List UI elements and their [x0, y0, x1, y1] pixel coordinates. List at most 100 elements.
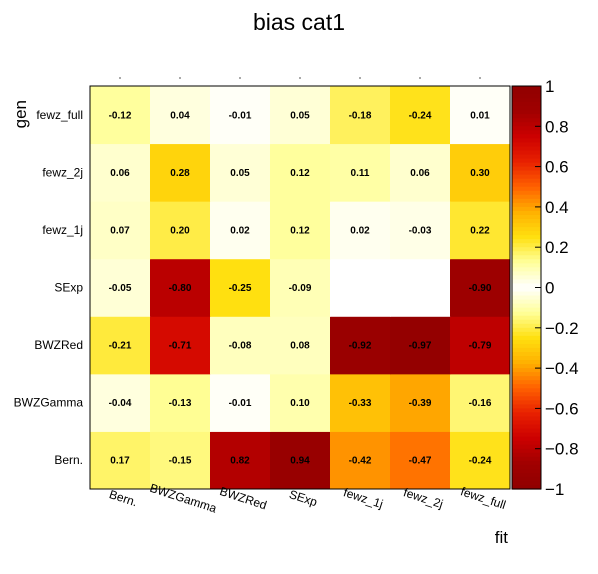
heatmap-cell: [90, 143, 151, 202]
colorbar-band: [512, 210, 541, 216]
cell-value-label: -0.03: [409, 225, 432, 236]
colorbar-band: [512, 150, 541, 156]
colorbar-tick-label: −0.6: [545, 399, 579, 418]
heatmap-cell: [210, 431, 271, 490]
heatmap-cell: [450, 201, 511, 260]
colorbar-band: [512, 291, 541, 297]
y-axis-tick-labels: Bern. BWZGamma BWZRed SExp fewz_1j fewz_2j few…: [14, 108, 84, 467]
y-tick-label: fewz_2j: [42, 165, 83, 179]
heatmap-cell: [210, 316, 271, 375]
heatmap-cell: [450, 431, 511, 490]
cell-value-label: -0.16: [469, 398, 492, 409]
cell-value-label: 0.17: [110, 456, 130, 467]
heatmap-cell: [150, 86, 211, 145]
colorbar-band: [512, 134, 541, 139]
colorbar-band: [512, 190, 541, 196]
cell-value-label: 0.06: [410, 168, 430, 179]
cell-value-label: -0.18: [349, 110, 372, 121]
cell-value-label: -0.92: [349, 341, 372, 352]
colorbar-band: [512, 198, 541, 204]
colorbar-band: [512, 206, 541, 212]
colorbar-band: [512, 448, 541, 454]
cell-value-label: 0.20: [170, 225, 190, 236]
colorbar-band: [512, 480, 541, 486]
colorbar-band: [512, 271, 541, 277]
cell-value-label: -0.05: [109, 283, 132, 294]
heatmap-cell: [210, 258, 271, 317]
colorbar-band: [512, 384, 541, 389]
heatmap-cell: [150, 373, 211, 432]
colorbar-band: [512, 343, 541, 349]
heatmap-cell: [390, 143, 451, 202]
heatmap-cell: [450, 258, 511, 317]
colorbar-band: [512, 202, 541, 208]
cell-value-label: -0.97: [409, 341, 432, 352]
colorbar-band: [512, 388, 541, 393]
heatmap-cell: [90, 373, 151, 432]
colorbar-band: [512, 255, 541, 260]
y-tick-label: BWZGamma: [14, 396, 84, 410]
colorbar-band: [512, 239, 541, 244]
heatmap-cell: [150, 316, 211, 375]
heatmap-cell: [450, 143, 511, 202]
cell-value-label: 0.12: [290, 168, 310, 179]
colorbar-band: [512, 484, 541, 490]
cell-value-label: -0.25: [229, 283, 252, 294]
heatmap-cell: [390, 431, 451, 490]
colorbar-tick-label: −0.4: [545, 359, 579, 378]
colorbar-band: [512, 146, 541, 152]
heatmap-cell: [270, 86, 331, 145]
colorbar-band: [512, 231, 541, 236]
colorbar-band: [512, 376, 541, 381]
colorbar-band: [512, 307, 541, 313]
colorbar-band: [512, 227, 541, 232]
y-axis-label: gen: [11, 100, 30, 128]
colorbar-band: [512, 315, 541, 321]
heatmap-cell: [90, 201, 151, 260]
colorbar-band: [512, 476, 541, 482]
heatmap-cell: [90, 258, 151, 317]
heatmap-cell: [210, 143, 271, 202]
colorbar-band: [512, 214, 541, 220]
colorbar-band: [512, 347, 541, 353]
colorbar-band: [512, 424, 541, 430]
heatmap-cell: [210, 86, 271, 145]
heatmap-cell: [390, 86, 451, 145]
cell-value-label: 0.22: [470, 225, 490, 236]
colorbar-tick-label: −0.8: [545, 440, 579, 459]
colorbar-band: [512, 154, 541, 160]
colorbar-band: [512, 178, 541, 184]
colorbar-band: [512, 456, 541, 462]
cell-value-label: 0.12: [290, 225, 310, 236]
colorbar-band: [512, 166, 541, 172]
heatmap-cell: [450, 373, 511, 432]
colorbar-band: [512, 464, 541, 470]
heatmap-cell: [90, 86, 151, 145]
heatmap-cell: [450, 316, 511, 375]
plot-frame: [89, 85, 511, 490]
colorbar-band: [512, 444, 541, 450]
cell-value-label: -0.80: [169, 283, 192, 294]
colorbar-band: [512, 110, 541, 115]
colorbar-band: [512, 90, 541, 95]
heatmap-cell: [150, 431, 211, 490]
colorbar-band: [512, 468, 541, 474]
cell-value-label: 0.07: [110, 225, 130, 236]
chart-title: bias cat1: [253, 9, 345, 35]
cell-value-label: -0.42: [349, 456, 372, 467]
cell-value-label: 0.28: [170, 168, 190, 179]
heatmap-cell: [330, 143, 391, 202]
heatmap-cell: [210, 373, 271, 432]
cell-value-label: -0.01: [229, 110, 252, 121]
colorbar-band: [512, 275, 541, 281]
colorbar-band: [512, 186, 541, 192]
cell-value-label: 0.04: [170, 110, 190, 121]
colorbar-band: [512, 142, 541, 148]
colorbar-band: [512, 404, 541, 409]
colorbar-tick-label: 1: [545, 77, 554, 96]
cell-value-label: -0.24: [469, 456, 492, 467]
cell-value-label: -0.13: [169, 398, 192, 409]
y-tick-label: SExp: [54, 281, 83, 295]
cell-value-label: 0.08: [290, 341, 310, 352]
cell-value-label: -0.12: [109, 110, 132, 121]
